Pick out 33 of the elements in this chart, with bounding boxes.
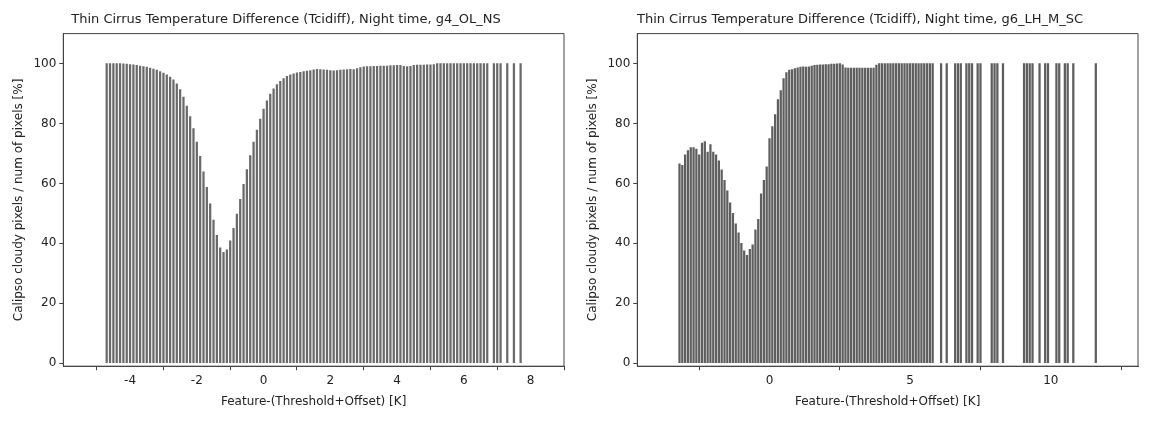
x-axis-title: Feature-(Threshold+Offset) [K] [794, 393, 981, 408]
x-tick-label: 0 [765, 372, 774, 387]
y-tick-label: 100 [607, 55, 631, 70]
x-tick-label: 4 [393, 372, 401, 387]
chart-title: Thin Cirrus Temperature Difference (Tcidiff), Night time, g6_LH_M_SC [635, 11, 1084, 27]
x-tick-label: 0 [259, 372, 268, 387]
x-tick-label: -4 [124, 372, 137, 387]
bar [709, 144, 712, 364]
y-tick-label: 100 [33, 55, 57, 70]
y-tick-label: 20 [41, 295, 57, 310]
y-tick-label: 60 [615, 175, 631, 190]
y-tick-label: 40 [615, 235, 631, 250]
x-tick-label: 5 [906, 372, 914, 387]
y-tick-label: 80 [41, 115, 57, 130]
bar [272, 88, 275, 364]
bar [1038, 63, 1041, 364]
bar [519, 63, 522, 364]
x-tick-label: 8 [526, 372, 535, 387]
y-tick-label: 60 [41, 175, 57, 190]
x-tick-label: 6 [460, 372, 468, 387]
y-tick-label: 40 [41, 235, 57, 250]
y-axis-title: Calipso cloudy pixels / num of pixels [%] [11, 78, 26, 322]
x-tick-label: 10 [1043, 372, 1059, 387]
y-tick-label: 20 [615, 295, 631, 310]
chart-title: Thin Cirrus Temperature Difference (Tcidiff), Night time, g4_OL_NS [70, 11, 501, 27]
y-tick-label: 80 [615, 115, 631, 130]
y-axis-title: Calipso cloudy pixels / num of pixels [%] [585, 78, 600, 322]
x-tick-label: 2 [326, 372, 335, 387]
x-axis-title: Feature-(Threshold+Offset) [K] [220, 393, 407, 408]
x-tick-label: -2 [190, 372, 203, 387]
y-tick-label: 0 [48, 355, 57, 370]
y-tick-label: 0 [622, 355, 631, 370]
bar [695, 148, 698, 364]
